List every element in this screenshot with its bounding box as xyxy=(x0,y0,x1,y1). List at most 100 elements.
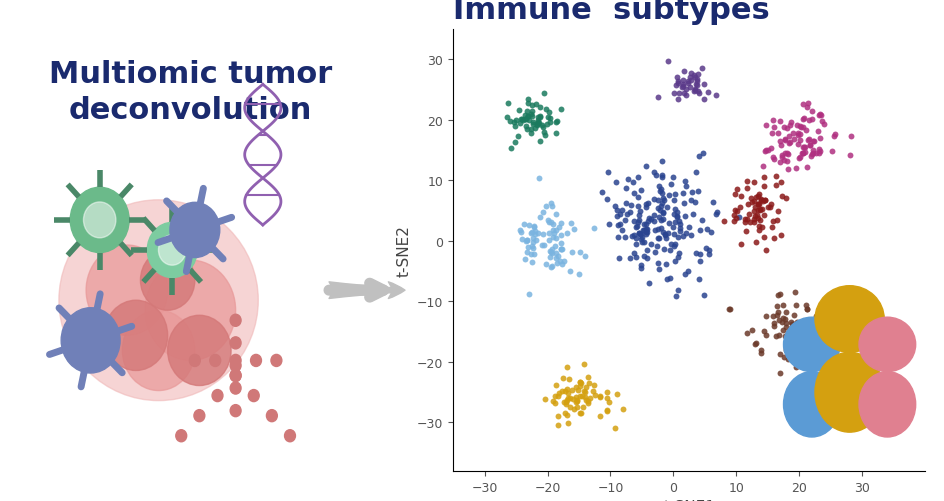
Point xyxy=(813,111,828,119)
Point xyxy=(599,388,615,396)
Point xyxy=(772,331,787,339)
Point xyxy=(726,212,741,220)
Point xyxy=(683,84,698,92)
Point xyxy=(765,117,780,125)
Point xyxy=(569,396,584,404)
Point xyxy=(740,184,755,192)
Point xyxy=(776,302,791,310)
Point xyxy=(680,78,695,86)
Point xyxy=(662,191,677,199)
Point xyxy=(813,310,828,318)
Point xyxy=(576,403,591,411)
Point xyxy=(730,186,745,194)
Circle shape xyxy=(230,405,241,417)
Point xyxy=(740,178,755,186)
Point xyxy=(541,236,556,244)
Point xyxy=(709,91,724,99)
Circle shape xyxy=(284,430,295,442)
Point xyxy=(545,245,560,253)
Point xyxy=(687,86,702,94)
Point xyxy=(638,163,653,171)
Point xyxy=(651,266,666,274)
Ellipse shape xyxy=(784,372,840,437)
Point xyxy=(532,214,548,222)
Point xyxy=(799,301,814,309)
Point xyxy=(692,153,707,161)
Point xyxy=(753,205,768,213)
Point xyxy=(726,218,741,226)
Point xyxy=(586,225,601,233)
Point xyxy=(667,258,683,266)
Point xyxy=(787,288,802,296)
Point xyxy=(553,106,568,114)
Point xyxy=(579,396,594,404)
Point xyxy=(778,195,793,203)
Point xyxy=(666,89,682,97)
Circle shape xyxy=(83,202,116,238)
Point xyxy=(538,132,553,140)
Point xyxy=(827,328,842,336)
Point xyxy=(630,202,645,210)
Point xyxy=(556,374,571,382)
Point xyxy=(534,241,549,249)
Point xyxy=(536,208,551,216)
Point xyxy=(791,344,806,352)
Point xyxy=(800,103,815,111)
Point xyxy=(758,147,773,155)
Point xyxy=(558,399,573,407)
Point xyxy=(507,138,522,146)
Point xyxy=(799,325,814,333)
Point xyxy=(661,58,676,66)
Point xyxy=(612,254,627,262)
Point xyxy=(520,248,535,256)
Point xyxy=(634,238,649,246)
Point xyxy=(757,211,772,219)
Point xyxy=(790,130,805,138)
Point xyxy=(553,219,568,227)
Point xyxy=(703,228,718,236)
Point xyxy=(610,206,625,214)
Point xyxy=(672,221,687,229)
Point xyxy=(806,138,821,146)
Point xyxy=(708,210,723,218)
Point xyxy=(797,149,812,157)
Point xyxy=(758,197,773,205)
Point xyxy=(654,172,669,180)
Point xyxy=(750,214,766,222)
Point xyxy=(541,109,556,117)
Point xyxy=(609,179,624,187)
Point xyxy=(632,211,647,219)
Point xyxy=(521,113,536,121)
Point xyxy=(638,226,653,234)
Point xyxy=(779,309,794,317)
Point xyxy=(570,386,585,394)
Point xyxy=(842,151,857,159)
Point xyxy=(531,175,547,183)
Point xyxy=(680,79,695,87)
Circle shape xyxy=(266,410,278,422)
Point xyxy=(744,199,759,207)
Point xyxy=(549,117,565,125)
Point xyxy=(769,312,784,320)
Point xyxy=(556,257,571,265)
Point xyxy=(601,221,616,229)
Point xyxy=(789,302,804,310)
Point xyxy=(536,241,551,249)
Point xyxy=(805,147,820,155)
Point xyxy=(532,114,548,122)
Point xyxy=(553,239,568,247)
Circle shape xyxy=(271,355,282,367)
Point xyxy=(778,316,793,324)
Point xyxy=(767,319,782,327)
Point xyxy=(683,70,699,78)
Point xyxy=(526,222,541,230)
Point xyxy=(526,223,541,231)
Point xyxy=(706,199,721,207)
Point xyxy=(507,122,522,130)
Point xyxy=(818,344,833,352)
Point xyxy=(545,262,560,270)
Point xyxy=(570,397,585,405)
Point xyxy=(808,329,823,337)
Point xyxy=(672,224,687,232)
Point xyxy=(548,211,564,219)
